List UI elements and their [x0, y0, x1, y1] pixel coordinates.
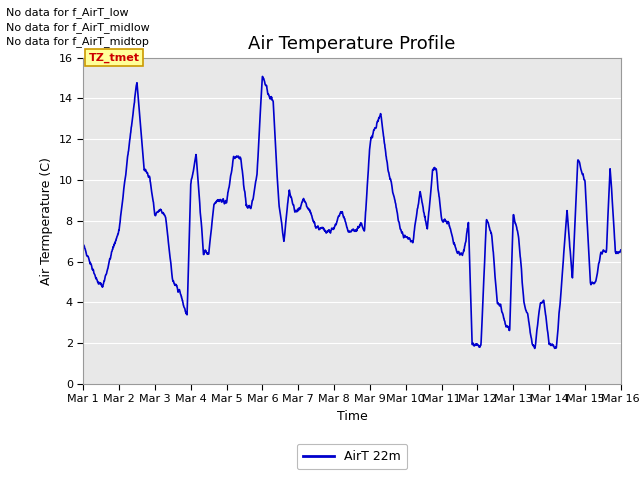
Text: No data for f_AirT_low: No data for f_AirT_low — [6, 7, 129, 18]
Legend: AirT 22m: AirT 22m — [297, 444, 407, 469]
Text: No data for f_AirT_midlow: No data for f_AirT_midlow — [6, 22, 150, 33]
X-axis label: Time: Time — [337, 410, 367, 423]
Y-axis label: Air Termperature (C): Air Termperature (C) — [40, 157, 53, 285]
Title: Air Temperature Profile: Air Temperature Profile — [248, 35, 456, 53]
Text: TZ_tmet: TZ_tmet — [88, 52, 140, 63]
Text: No data for f_AirT_midtop: No data for f_AirT_midtop — [6, 36, 149, 47]
